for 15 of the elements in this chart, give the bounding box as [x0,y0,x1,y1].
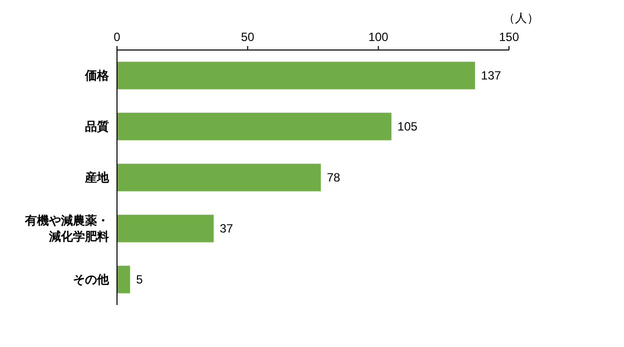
data-label: 37 [220,222,234,236]
y-tick-label: 有機や減農薬・減化学肥料 [24,214,109,244]
y-tick-label: 品質 [85,120,109,134]
data-label: 105 [397,120,418,134]
x-tick-label: 150 [498,30,520,44]
y-tick-label: 価格 [84,68,110,82]
data-label: 5 [136,272,144,286]
x-tick-label: 100 [368,30,389,44]
data-label: 78 [326,170,341,184]
x-tick-label: 50 [240,30,255,44]
x-tick-label: 0 [114,30,121,44]
y-tick-label: その他 [73,272,110,286]
x-axis-title: （人） [503,11,539,25]
data-label: 137 [481,68,502,82]
y-tick-label: 産地 [84,170,110,184]
